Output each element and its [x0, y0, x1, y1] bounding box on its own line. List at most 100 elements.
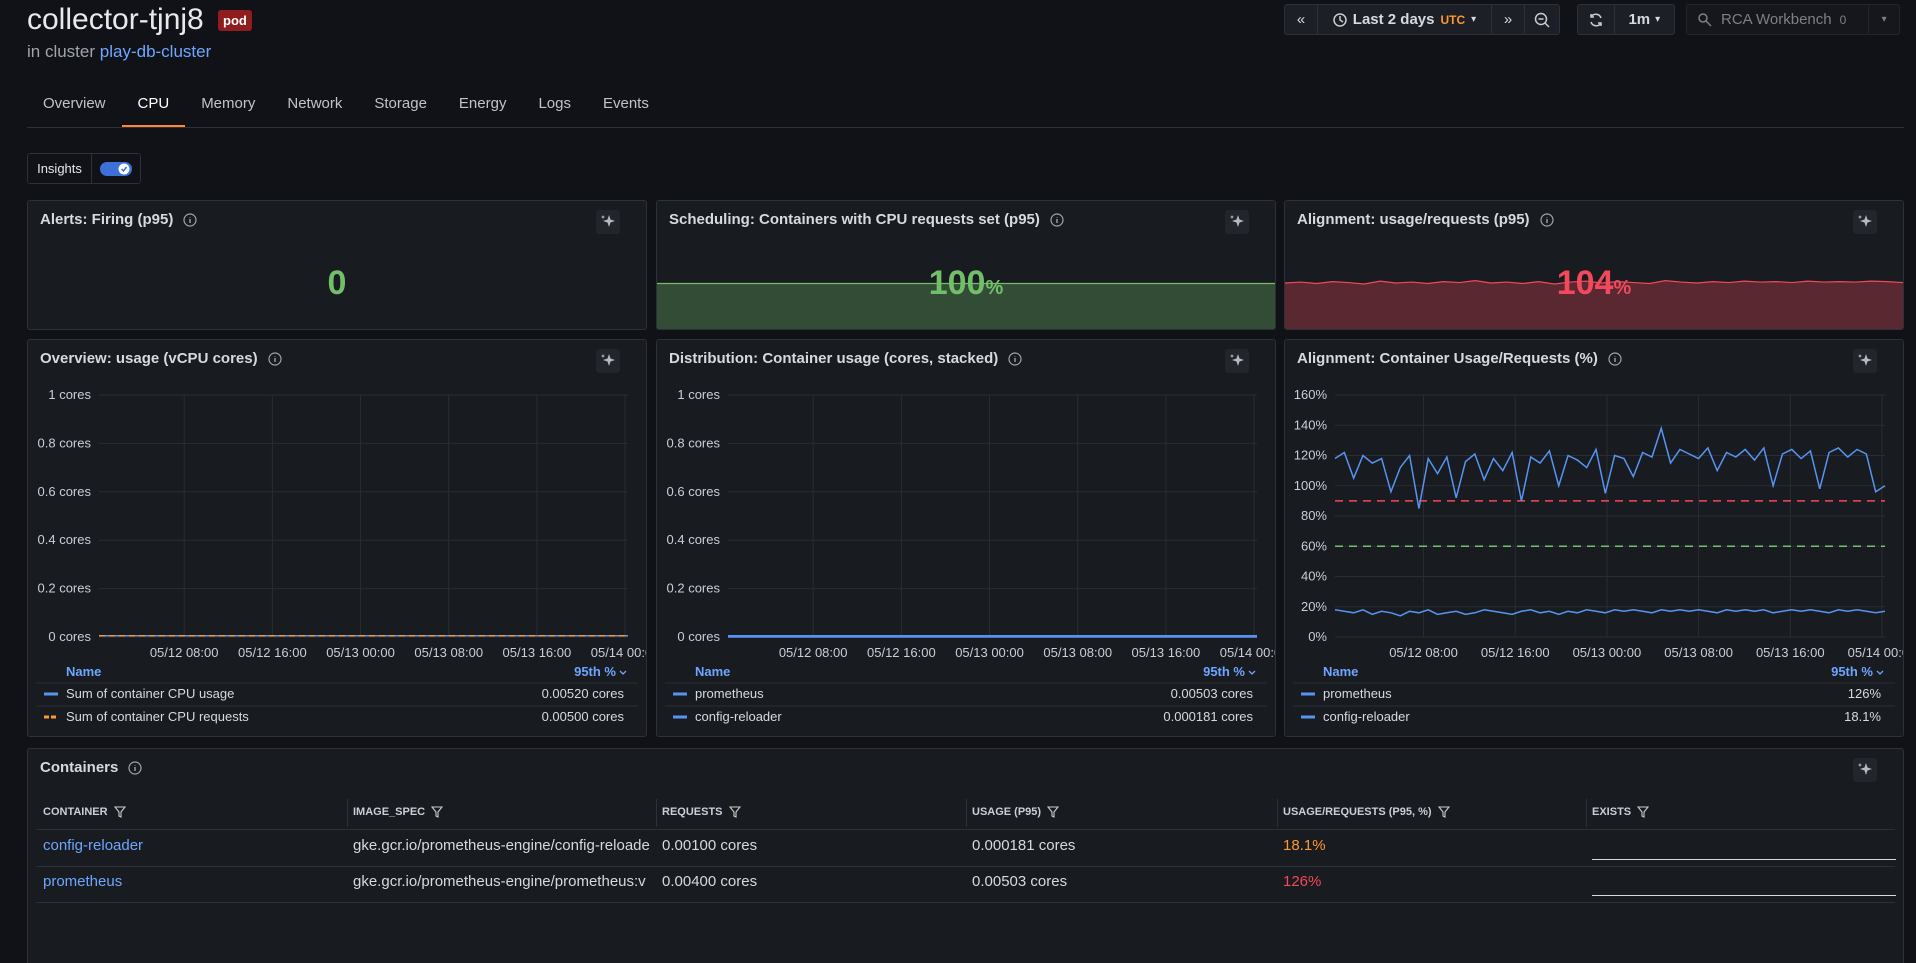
series-line	[1334, 608, 1886, 617]
table-cell: 0.00100 cores	[662, 837, 758, 854]
panel-actions	[1853, 349, 1877, 373]
info-circle	[1608, 351, 1622, 366]
tab-divider	[27, 127, 1904, 128]
filter-glyph	[431, 806, 444, 818]
x-tick-label: 05/12 16:00	[238, 645, 307, 660]
exists-line	[1592, 895, 1896, 896]
tab[interactable]: Storage	[374, 95, 427, 112]
legend-value: 18.1%	[1844, 709, 1881, 724]
header-divider	[36, 829, 1895, 830]
timezone: UTC	[1440, 12, 1466, 27]
filter-icon[interactable]	[728, 806, 741, 818]
tab[interactable]: CPU	[121, 94, 186, 127]
filter-icon[interactable]	[1047, 806, 1060, 818]
time-picker: « Last 2 days UTC ▾ »	[1284, 4, 1560, 35]
rca-button[interactable]: RCA Workbench 0 ▾	[1686, 4, 1900, 35]
rca-count: 0	[1839, 12, 1847, 27]
refresh-interval[interactable]: 1m ▾	[1628, 11, 1661, 28]
column-header: IMAGE_SPEC	[353, 806, 444, 818]
x-tick-label: 05/13 00:00	[326, 645, 395, 660]
y-tick-label: 0%	[1308, 629, 1327, 644]
sort-chevron	[1248, 670, 1256, 675]
table-cell: 0.00503 cores	[972, 873, 1068, 890]
y-tick-label: 0.8 cores	[38, 435, 92, 450]
legend-value: 0.00500 cores	[542, 709, 625, 724]
y-tick-label: 0.8 cores	[667, 435, 721, 450]
insights-toggle[interactable]: Insights	[27, 153, 141, 184]
chart-panel: Distribution: Container usage (cores, st…	[656, 339, 1276, 737]
panel-actions	[1225, 349, 1249, 373]
table-cell: 0.00400 cores	[662, 873, 758, 890]
page-title: collector-tjnj8	[27, 3, 204, 36]
filter-icon[interactable]	[1637, 806, 1650, 818]
x-tick-label: 05/13 00:00	[955, 645, 1024, 660]
filter-icon[interactable]	[431, 806, 444, 818]
column-divider	[656, 799, 657, 827]
filter-icon[interactable]	[1437, 806, 1450, 818]
tab[interactable]: Logs	[538, 95, 571, 112]
y-tick-label: 80%	[1301, 508, 1327, 523]
stat-number: 0	[327, 264, 347, 302]
container-link[interactable]: prometheus	[43, 873, 123, 890]
panel-actions	[596, 349, 620, 373]
filter-glyph	[113, 806, 126, 818]
table-cell: 18.1%	[1283, 837, 1326, 854]
column-divider	[347, 799, 348, 827]
sparkle-icon	[1858, 354, 1872, 366]
chart: 0 cores 0.2 cores 0.4 cores 0.6 cores 0.8 co…	[36, 387, 646, 724]
y-tick-label: 1 cores	[48, 387, 91, 402]
stat-unit: %	[985, 277, 1004, 299]
refresh-button[interactable]	[1578, 5, 1615, 34]
x-tick-label: 05/14 00:00	[1848, 645, 1903, 660]
sort-chevron	[1876, 670, 1884, 675]
legend-value: 126%	[1848, 686, 1882, 701]
legend-header-name: Name	[1323, 664, 1358, 679]
time-range[interactable]: Last 2 days UTC ▾	[1318, 5, 1492, 34]
info-icon	[128, 760, 142, 775]
tab[interactable]: Overview	[43, 95, 106, 112]
info-circle	[1050, 212, 1064, 227]
panel-title: Alignment: Container Usage/Requests (%)	[1297, 350, 1622, 367]
column-title: IMAGE_SPEC	[353, 806, 426, 818]
stat-panel: Alignment: usage/requests (p95) 104%	[1284, 200, 1904, 330]
table-cell: gke.gcr.io/prometheus-engine/prometheus:…	[353, 873, 646, 890]
x-tick-label: 05/13 00:00	[1573, 645, 1642, 660]
info-circle	[1539, 212, 1554, 227]
legend-value: 0.000181 cores	[1163, 709, 1253, 724]
sparkline-area	[1285, 280, 1903, 329]
panel-actions	[1225, 210, 1249, 234]
sparkle-icon	[1858, 215, 1872, 227]
tab[interactable]: Network	[287, 95, 343, 112]
cluster-link[interactable]: play-db-cluster	[99, 42, 212, 61]
shift-forward[interactable]: »	[1492, 5, 1525, 34]
filter-icon[interactable]	[113, 806, 126, 818]
chart: 0% 20% 40% 60% 80% 100% 120% 140% 160% 05/12 08:0…	[1293, 387, 1903, 724]
column-divider	[1277, 799, 1278, 827]
info-icon	[267, 351, 282, 366]
y-tick-label: 40%	[1301, 569, 1327, 584]
legend-name: Sum of container CPU requests	[66, 709, 249, 724]
stat-value: 100%	[657, 264, 1275, 303]
shift-back[interactable]: «	[1285, 5, 1318, 34]
legend-name: config-reloader	[1323, 709, 1410, 724]
column-title: USAGE (P95)	[972, 806, 1042, 818]
info-circle	[267, 351, 282, 366]
chart: 0 cores 0.2 cores 0.4 cores 0.6 cores 0.8 co…	[665, 387, 1275, 724]
panel-title-text: Alignment: Container Usage/Requests (%)	[1297, 350, 1598, 367]
switch	[100, 161, 132, 176]
sparkle-icon	[1230, 354, 1244, 366]
tab[interactable]: Memory	[201, 95, 256, 112]
stat-sparkline	[1285, 280, 1903, 329]
y-tick-label: 1 cores	[677, 387, 720, 402]
y-tick-label: 120%	[1294, 448, 1328, 463]
tab[interactable]: Energy	[458, 95, 507, 112]
stat-panel: Alerts: Firing (p95) 0	[27, 200, 647, 330]
container-link[interactable]: config-reloader	[43, 837, 144, 854]
column-header: EXISTS	[1592, 806, 1650, 818]
tab[interactable]: Events	[602, 95, 649, 112]
legend-name: prometheus	[695, 686, 764, 701]
filter-glyph	[1437, 806, 1450, 818]
stat-value: 104%	[1285, 264, 1903, 303]
column-title: EXISTS	[1592, 806, 1632, 818]
zoom-out[interactable]	[1525, 5, 1559, 34]
